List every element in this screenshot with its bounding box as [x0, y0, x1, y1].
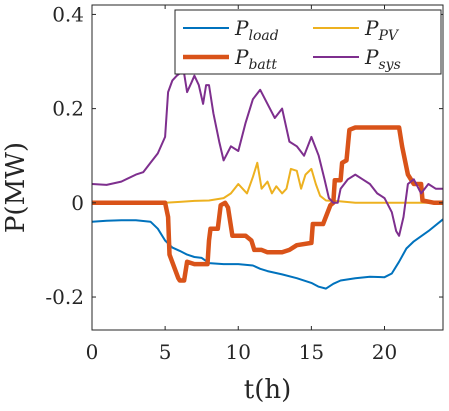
series-line-load	[92, 218, 443, 290]
series-layer	[92, 72, 443, 290]
legend-label-PV: PPV	[364, 16, 400, 44]
legend: Pload PPV Pbatt Psys	[174, 9, 442, 75]
plot-frame	[91, 4, 444, 331]
x-tick-label: 0	[86, 340, 99, 364]
ticks-layer: 0 5 10 15 20 -0.2 0 0.2 0.4	[45, 2, 443, 364]
legend-box	[174, 9, 442, 75]
legend-label-sys: Psys	[364, 45, 401, 73]
y-tick-label: 0.4	[52, 2, 84, 26]
y-tick-label: 0	[71, 191, 84, 215]
series-line-PV	[92, 161, 443, 204]
series-line-sys	[92, 72, 443, 237]
x-axis-label: t(h)	[244, 375, 291, 405]
y-axis-label: P(MW)	[1, 142, 31, 233]
legend-label-batt: Pbatt	[234, 45, 277, 73]
x-tick-label: 15	[299, 340, 324, 364]
series-line-batt	[92, 125, 443, 283]
x-tick-label: 10	[226, 340, 251, 364]
y-tick-label: -0.2	[45, 285, 84, 309]
x-tick-label: 20	[372, 340, 397, 364]
x-tick-label: 5	[159, 340, 172, 364]
legend-label-load: Pload	[234, 16, 279, 44]
y-tick-label: 0.2	[52, 97, 84, 121]
